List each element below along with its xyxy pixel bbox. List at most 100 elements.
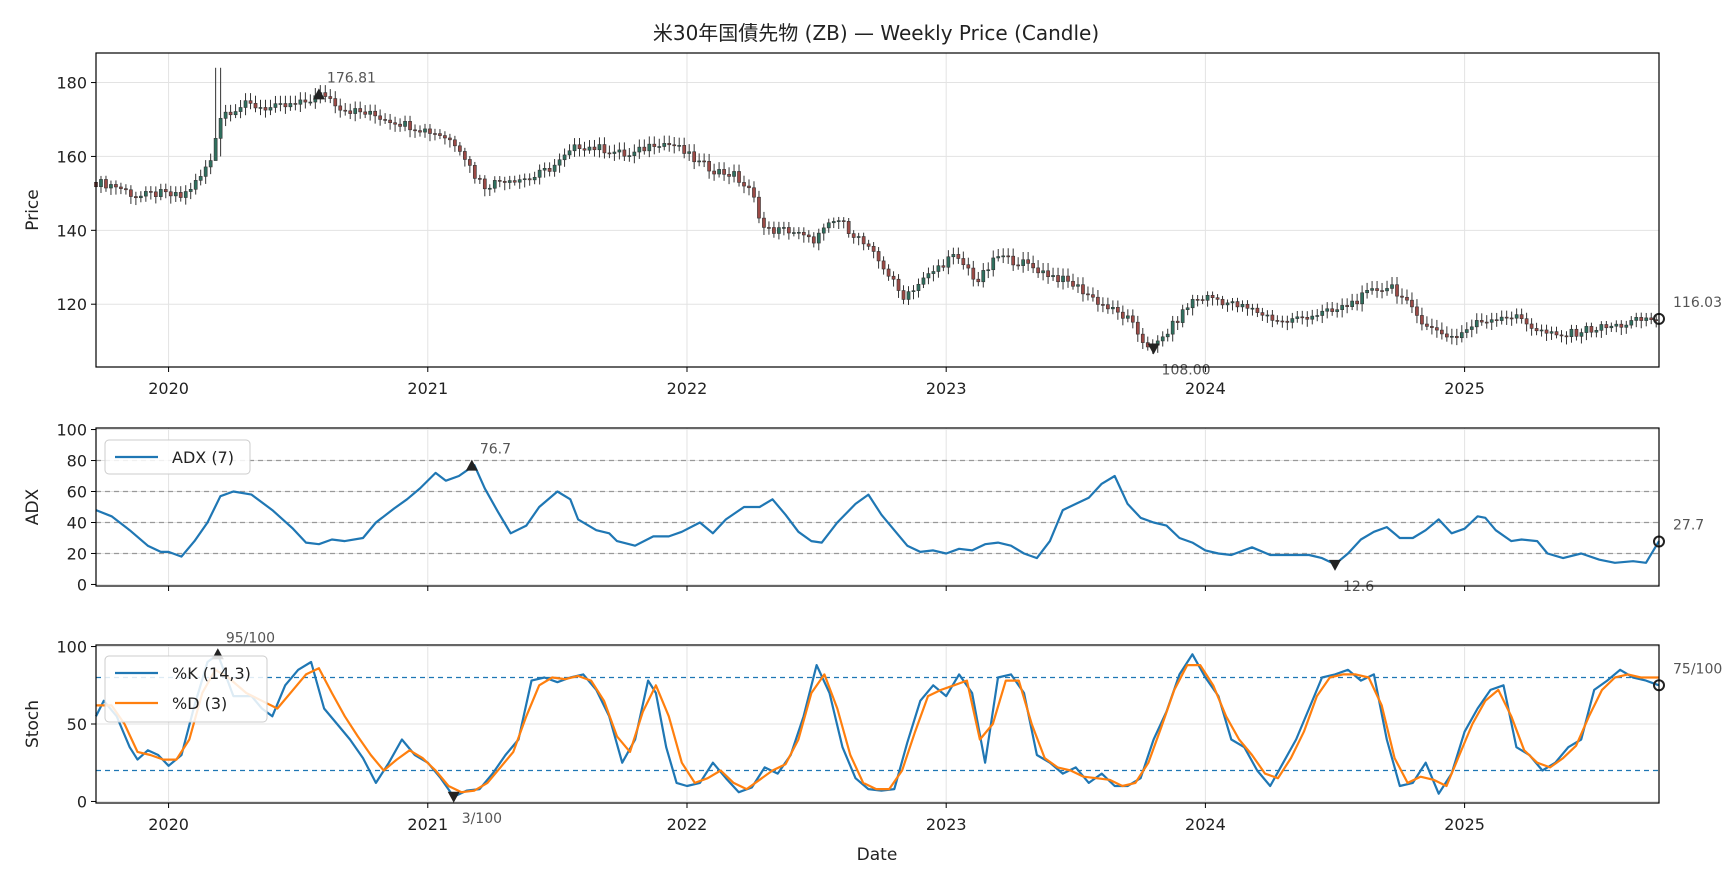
candle-body bbox=[1564, 335, 1569, 338]
x-tick-label: 2022 bbox=[667, 379, 708, 398]
candle bbox=[1644, 312, 1649, 327]
candle-body bbox=[722, 169, 726, 175]
series-line-d bbox=[96, 664, 1659, 794]
candle-body bbox=[458, 145, 462, 152]
candle bbox=[1514, 308, 1519, 324]
candle-body bbox=[1395, 284, 1399, 297]
candle bbox=[906, 286, 911, 305]
candle-body bbox=[1385, 288, 1389, 292]
candle-body bbox=[1205, 295, 1210, 301]
candle bbox=[722, 162, 726, 181]
candle-body bbox=[1459, 332, 1464, 339]
stoch-xlabel: Date bbox=[857, 845, 898, 865]
candle bbox=[1275, 315, 1280, 325]
candle bbox=[1325, 302, 1330, 319]
adx-annotations: 76.7 12.6 27.7 bbox=[465, 442, 1704, 595]
candle-body bbox=[821, 227, 826, 234]
candle-body bbox=[966, 264, 971, 269]
candle-body bbox=[602, 144, 607, 154]
candle bbox=[168, 185, 173, 204]
candle bbox=[1160, 331, 1165, 347]
candle-body bbox=[443, 135, 447, 139]
stoch-grid bbox=[96, 645, 1659, 803]
candle bbox=[662, 135, 667, 151]
price-panel: 176.81 108.00 116.03 120 140 160 180 2020 2021 2… bbox=[23, 52, 1722, 398]
candle bbox=[472, 161, 477, 184]
candle bbox=[448, 133, 452, 148]
candle-body bbox=[1579, 332, 1584, 337]
candle bbox=[1415, 299, 1419, 324]
candle bbox=[1345, 298, 1350, 314]
candle-body bbox=[826, 222, 831, 229]
candle-body bbox=[712, 170, 716, 175]
candle bbox=[129, 185, 133, 204]
candle-body bbox=[1051, 275, 1055, 278]
candle-body bbox=[1634, 317, 1639, 321]
candle-body bbox=[1091, 294, 1095, 298]
candle bbox=[1240, 300, 1245, 312]
candle-body bbox=[692, 151, 697, 163]
candle-body bbox=[378, 115, 382, 120]
candle-body bbox=[717, 169, 721, 175]
candle bbox=[901, 285, 906, 305]
candle bbox=[657, 138, 662, 153]
candle bbox=[826, 218, 831, 233]
candle bbox=[1125, 309, 1130, 323]
candle-body bbox=[876, 251, 881, 262]
candle-body bbox=[732, 171, 736, 177]
candle-body bbox=[104, 179, 108, 189]
candle-body bbox=[288, 103, 293, 108]
candle-body bbox=[1046, 270, 1050, 278]
candle bbox=[1564, 331, 1569, 345]
candle bbox=[1445, 326, 1449, 342]
candle-body bbox=[203, 166, 208, 177]
candle-body bbox=[114, 184, 118, 188]
candle bbox=[1375, 281, 1379, 298]
candle-body bbox=[1305, 316, 1310, 320]
candle bbox=[178, 186, 183, 202]
candle-body bbox=[1170, 320, 1175, 335]
price-axes: 120 140 160 180 2020 2021 2022 2023 2024 2025 bbox=[56, 74, 1485, 398]
candle bbox=[477, 174, 482, 185]
candle-body bbox=[408, 121, 412, 131]
candle-body bbox=[1440, 329, 1444, 335]
candle bbox=[1270, 310, 1275, 328]
candle bbox=[687, 144, 692, 161]
x-tick-label: 2025 bbox=[1444, 379, 1485, 398]
candle bbox=[1489, 312, 1494, 331]
candle-body bbox=[423, 128, 427, 133]
candle-body bbox=[1235, 301, 1240, 308]
candle bbox=[682, 137, 687, 159]
candle-body bbox=[861, 236, 866, 245]
candle bbox=[1305, 311, 1310, 327]
candle-body bbox=[492, 180, 497, 189]
candle-body bbox=[1415, 306, 1419, 316]
candle bbox=[134, 191, 138, 206]
candle-body bbox=[841, 220, 846, 222]
candle bbox=[158, 183, 163, 201]
candle bbox=[408, 115, 412, 138]
candle bbox=[1559, 330, 1564, 343]
candle-body bbox=[253, 103, 258, 109]
candle bbox=[1435, 319, 1439, 338]
candle bbox=[403, 115, 407, 132]
candle bbox=[1425, 316, 1429, 331]
candle-body bbox=[1644, 317, 1649, 321]
candle bbox=[1569, 324, 1574, 343]
chart-title: 米30年国債先物 (ZB) — Weekly Price (Candle) bbox=[653, 21, 1099, 45]
candle bbox=[119, 182, 123, 195]
candle-body bbox=[223, 111, 228, 119]
candle-body bbox=[178, 192, 183, 198]
candle bbox=[707, 153, 711, 179]
candle bbox=[492, 176, 497, 193]
candle bbox=[1440, 322, 1444, 340]
candle-body bbox=[1435, 327, 1439, 331]
candle-body bbox=[677, 145, 682, 147]
candle-body bbox=[228, 111, 233, 116]
candle bbox=[637, 139, 642, 159]
candle bbox=[1140, 327, 1145, 349]
candle bbox=[278, 95, 283, 112]
candle bbox=[1200, 295, 1205, 305]
candle-body bbox=[448, 137, 452, 141]
candle-body bbox=[1649, 317, 1654, 320]
